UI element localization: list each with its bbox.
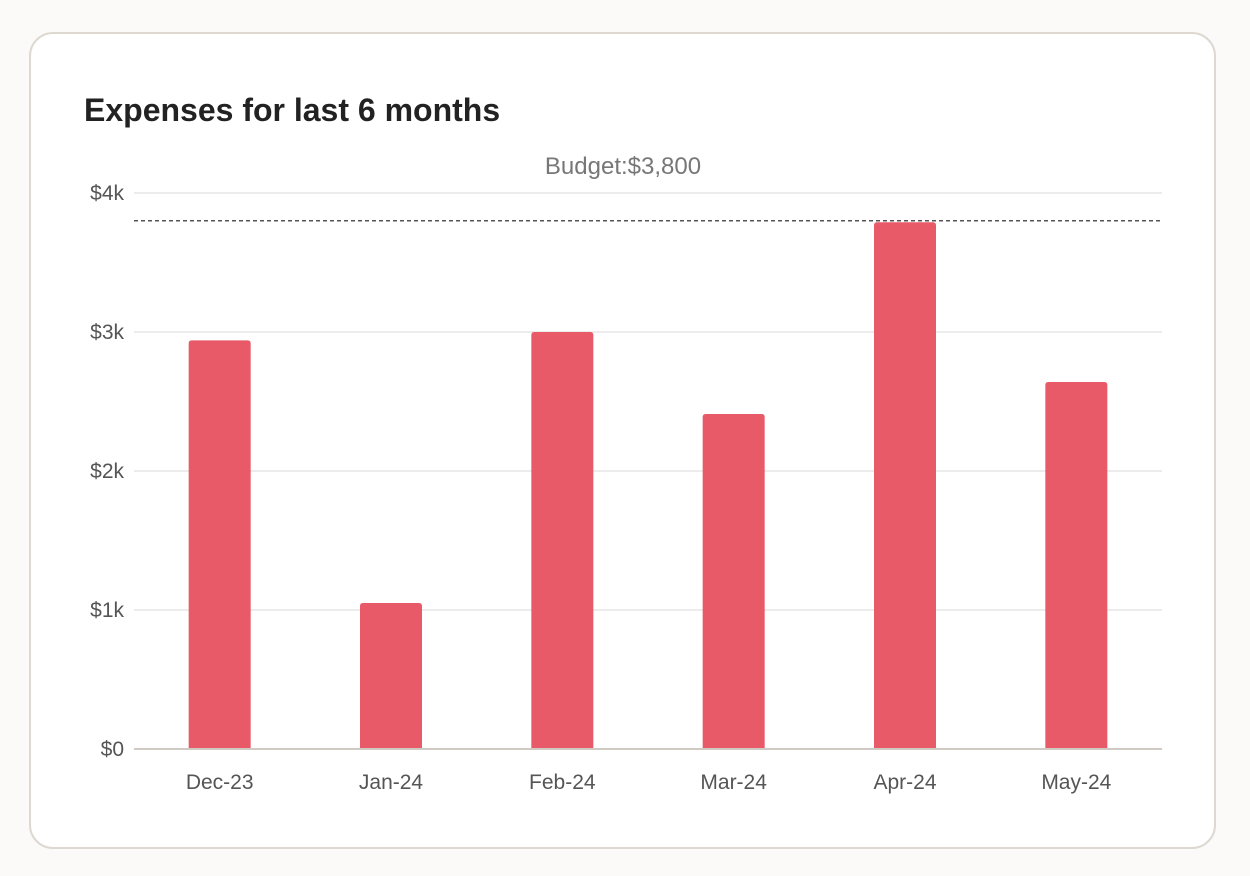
x-tick-label: Mar-24 <box>700 771 767 794</box>
bar-jan-24 <box>360 603 422 749</box>
y-tick-label: $4k <box>90 182 124 205</box>
x-axis-ticks: Dec-23 Jan-24 Feb-24 Mar-24 Apr-24 May-24 <box>186 771 1112 794</box>
x-tick-label: Jan-24 <box>359 771 424 794</box>
x-tick-label: Apr-24 <box>873 771 936 794</box>
bars <box>188 222 1108 749</box>
y-tick-label: $2k <box>90 460 124 483</box>
y-axis-ticks: $0 $1k $2k $3k $4k <box>90 182 124 761</box>
y-tick-label: $0 <box>101 738 124 761</box>
x-tick-label: Feb-24 <box>529 771 596 794</box>
chart-title: Expenses for last 6 months <box>84 92 501 128</box>
y-tick-label: $1k <box>90 599 124 622</box>
bar-may-24 <box>1045 382 1108 749</box>
x-tick-label: Dec-23 <box>186 771 254 794</box>
bar-apr-24 <box>874 222 936 749</box>
x-tick-label: May-24 <box>1041 771 1111 794</box>
bar-feb-24 <box>531 332 594 749</box>
budget-label: Budget:$3,800 <box>545 153 701 180</box>
bar-dec-23 <box>188 340 251 749</box>
y-tick-label: $3k <box>90 321 124 344</box>
bar-mar-24 <box>702 414 765 749</box>
gridlines <box>134 192 1162 611</box>
